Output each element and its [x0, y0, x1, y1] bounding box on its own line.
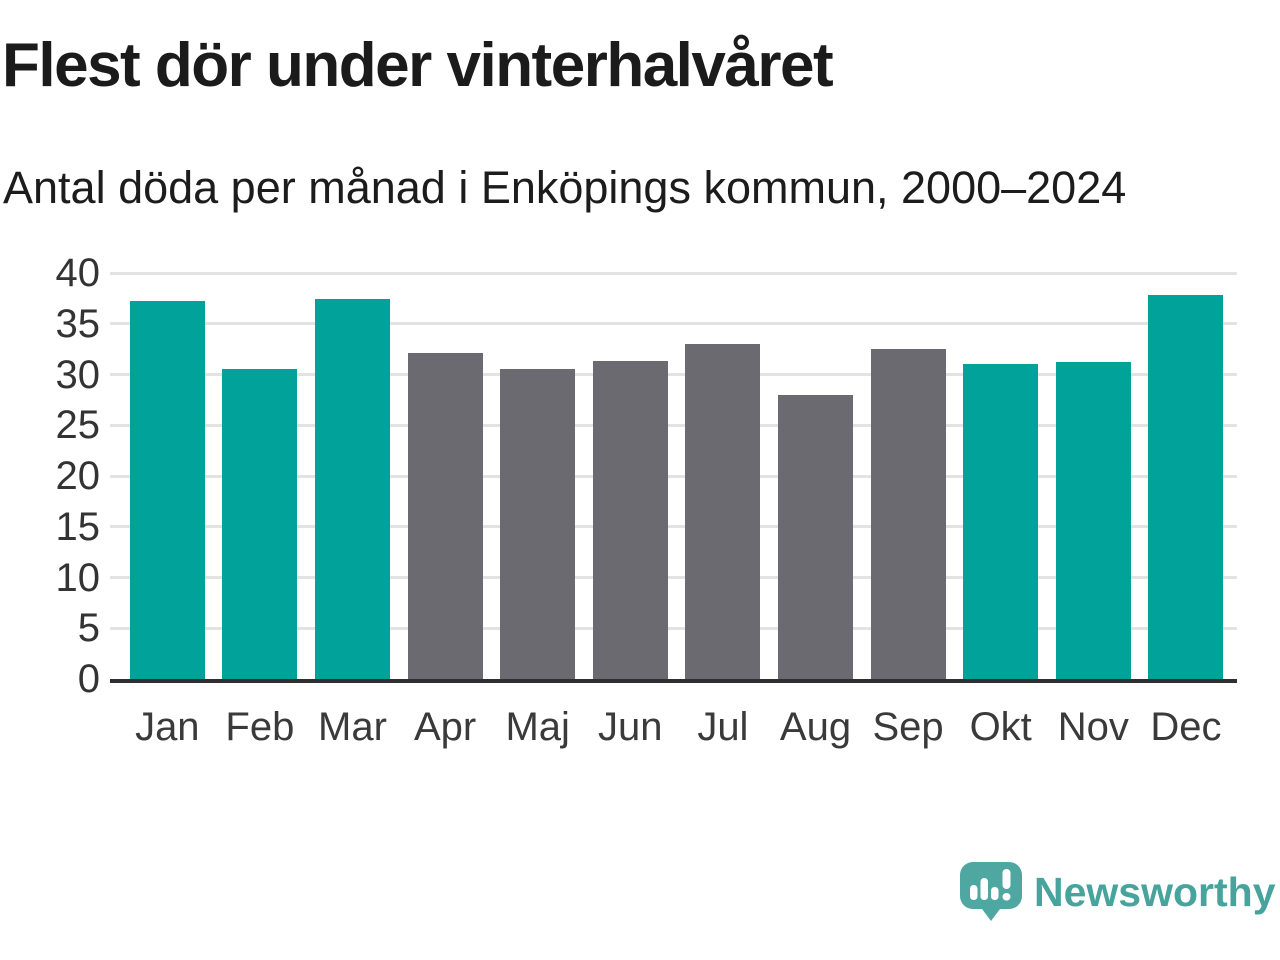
chart-title: Flest dör under vinterhalvåret [2, 31, 834, 100]
bar-maj [500, 369, 576, 679]
x-axis: Jan Feb Mar Apr Maj Jun Jul Aug Sep Okt Nov Dec [110, 701, 1237, 753]
gridline-10 [110, 576, 1237, 579]
newsworthy-logo-icon [960, 862, 1022, 921]
bar-apr [407, 353, 483, 679]
y-tick-label-30: 30 [55, 352, 101, 397]
bar-okt [963, 364, 1039, 679]
bar-mar [315, 299, 390, 679]
y-tick-label-35: 35 [55, 301, 101, 346]
x-tick-label-apr: Apr [413, 705, 477, 749]
gridline-40 [110, 271, 1237, 275]
x-tick-label-jan: Jan [135, 705, 200, 749]
x-tick-label-feb: Feb [225, 705, 295, 749]
bar-sep [870, 349, 946, 679]
y-tick-label-25: 25 [55, 403, 101, 448]
x-tick-label-okt: Okt [969, 705, 1032, 749]
bar-dec [1148, 295, 1224, 679]
bar-jan [129, 301, 205, 679]
y-axis: 0 5 10 15 20 25 30 35 40 [0, 251, 101, 701]
plot-area [110, 271, 1237, 683]
y-tick-label-10: 10 [55, 555, 101, 600]
x-tick-label-jul: Jul [697, 705, 749, 749]
x-tick-label-mar: Mar [318, 705, 387, 749]
y-tick-label-40: 40 [55, 251, 101, 295]
x-tick-label-dec: Dec [1150, 705, 1222, 749]
bar-nov [1055, 362, 1131, 679]
bar-feb [222, 369, 298, 679]
gridline-5 [110, 626, 1237, 630]
gridline-15 [110, 525, 1237, 529]
y-tick-label-5: 5 [77, 606, 100, 651]
newsworthy-logo-text: Newsworthy [1034, 868, 1276, 915]
x-tick-label-maj: Maj [505, 705, 570, 749]
y-tick-label-0: 0 [77, 657, 100, 701]
gridline-20 [110, 474, 1237, 478]
bar-jun [592, 361, 668, 679]
gridline-30 [110, 373, 1237, 376]
x-tick-label-jun: Jun [598, 705, 663, 749]
newsworthy-logo: Newsworthy [960, 862, 1276, 922]
y-tick-label-20: 20 [55, 454, 101, 498]
bar-jul [685, 344, 761, 679]
gridline-25 [110, 423, 1237, 427]
y-tick-label-15: 15 [55, 504, 101, 549]
chart-subtitle: Antal döda per månad i Enköpings kommun,… [3, 162, 1127, 213]
x-tick-label-sep: Sep [872, 705, 944, 749]
x-tick-label-aug: Aug [779, 705, 852, 749]
x-tick-label-nov: Nov [1057, 705, 1129, 749]
bar-aug [778, 394, 853, 679]
gridline-35 [110, 322, 1237, 326]
